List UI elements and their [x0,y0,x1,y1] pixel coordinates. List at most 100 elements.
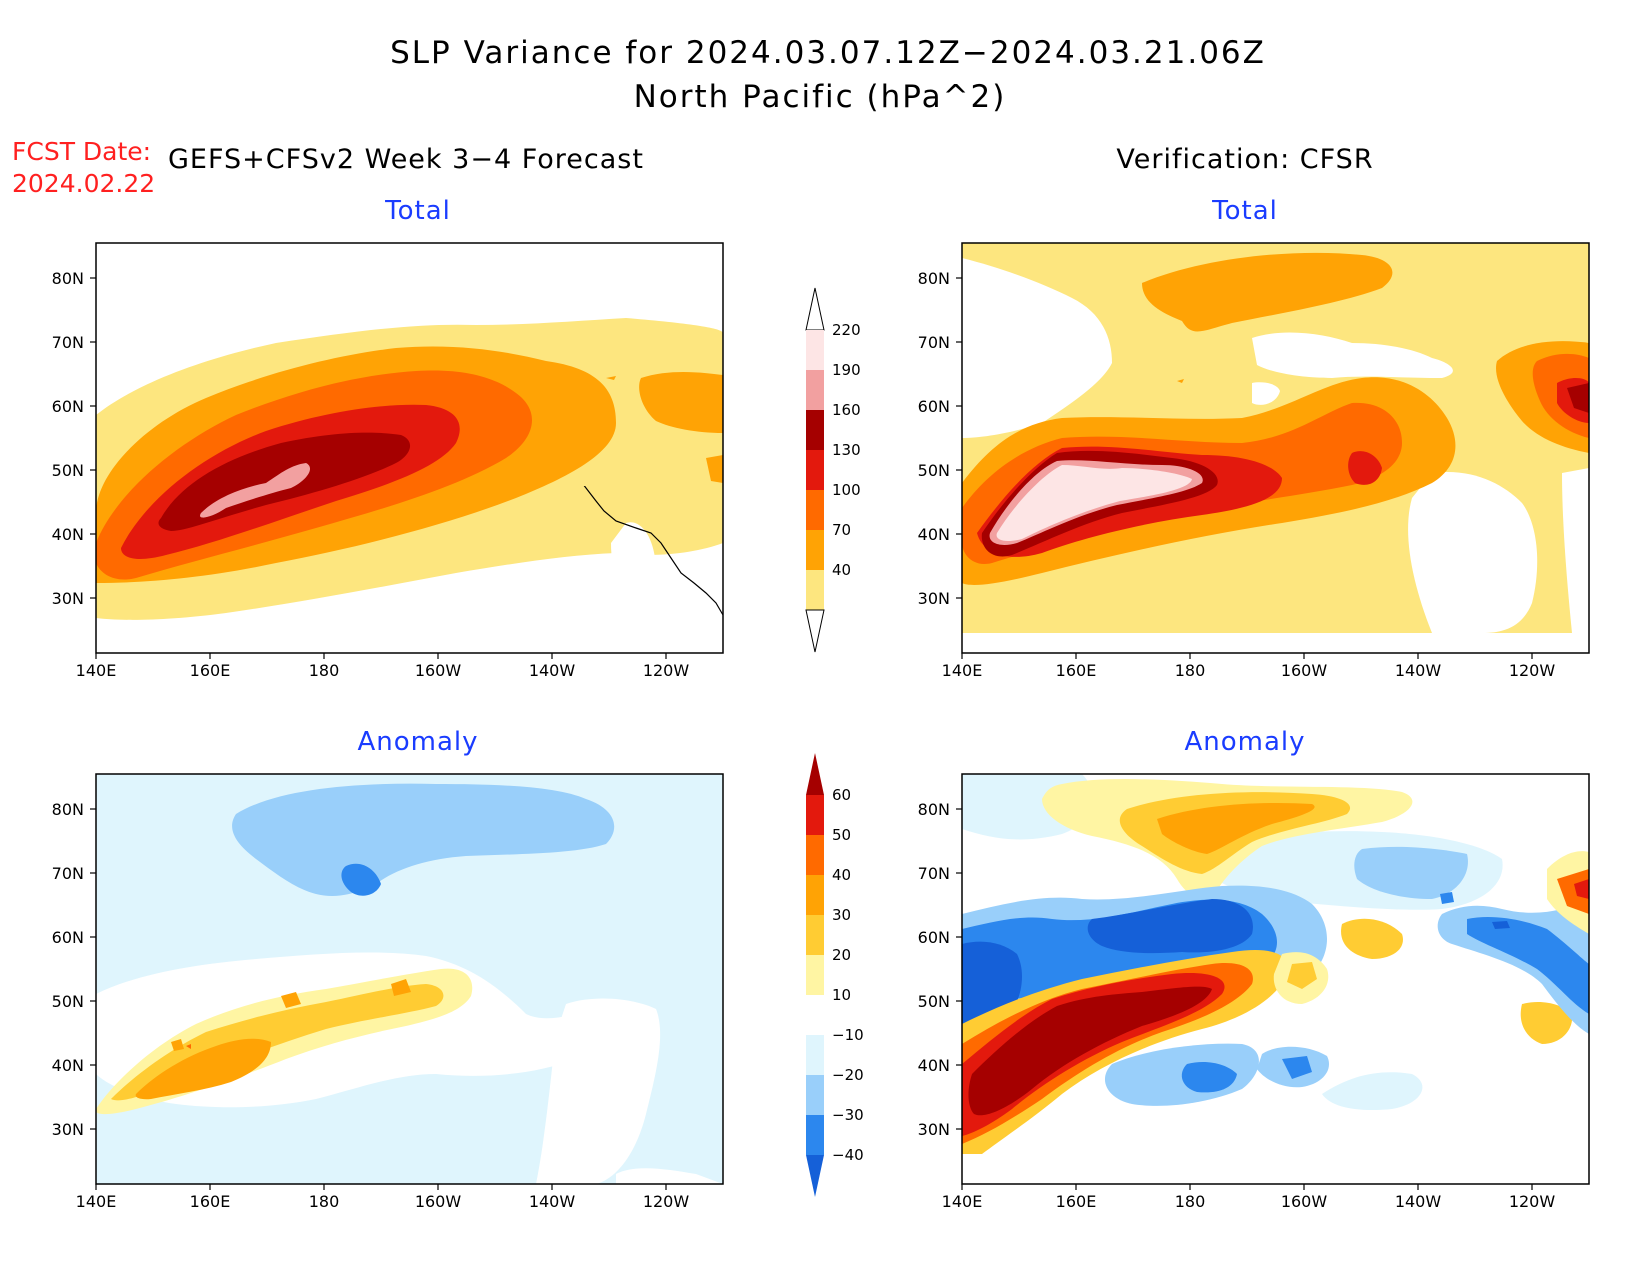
lat-tick-label: 80N [52,269,84,288]
panel-title-forecast-total: Total [384,196,451,226]
colorbar-anomaly-swatch [806,1115,824,1155]
lat-tick-label: 30N [918,589,950,608]
colorbar-anomaly-swatch [806,835,824,875]
figure-title-line1: SLP Variance for 2024.03.07.12Z−2024.03.… [390,35,1266,71]
lon-tick-label: 180 [1175,661,1206,680]
colorbar-anomaly: 60 50 40 30 20 10 −10 −20 −30 −40 [806,753,864,1197]
lat-tick-label: 50N [918,992,950,1011]
colorbar-total-label: 160 [832,401,861,419]
colorbar-anomaly-label: −20 [832,1066,864,1084]
map-frame [95,773,724,1185]
lat-tick-label: 50N [52,461,84,480]
colorbar-anomaly-label: 50 [832,826,851,844]
colorbar-total-swatch [806,530,824,570]
contour-fill-forecast-anomaly [96,774,723,1184]
lon-tick-label: 180 [1175,1192,1206,1211]
lon-tick-label: 160E [190,661,231,680]
lon-tick-label: 140W [529,661,576,680]
lon-tick-label: 140E [942,661,983,680]
lat-tick-label: 70N [52,333,84,352]
lon-tick-label: 120W [643,1192,690,1211]
lon-tick-label: 140E [76,661,117,680]
colorbar-total-swatch [806,330,824,370]
colorbar-anomaly-swatch [806,795,824,835]
lat-tick-label: 60N [52,928,84,947]
lat-tick-label: 70N [52,864,84,883]
colorbar-total-swatch [806,450,824,490]
colorbar-total-label: 100 [832,481,861,499]
lon-tick-label: 120W [1509,1192,1556,1211]
colorbar-anomaly-label: 60 [832,786,851,804]
colorbar-anomaly-label: −30 [832,1106,864,1124]
lat-tick-label: 50N [52,992,84,1011]
figure-title-line2: North Pacific (hPa^2) [634,79,1007,115]
contour-fill-verification-anomaly [962,774,1589,1154]
contour-fill-verification-total [962,243,1589,633]
lat-tick-label: 70N [918,333,950,352]
map-frame [961,773,1590,1185]
fcst-date-label: FCST Date: [12,137,151,166]
lat-tick-label: 60N [52,397,84,416]
lat-tick-label: 40N [52,525,84,544]
lon-tick-label: 140W [529,1192,576,1211]
colorbar-total-label: 130 [832,441,861,459]
lat-tick-label: 80N [918,269,950,288]
colorbar-total: 40 70 100 130 160 190 220 [805,287,861,653]
verification-column-header: Verification: CFSR [1116,144,1373,175]
colorbar-total-swatch [806,410,824,450]
lat-tick-label: 40N [918,1056,950,1075]
lon-tick-label: 160W [415,1192,462,1211]
panel-title-forecast-anomaly: Anomaly [357,727,478,757]
lon-tick-label: 160E [1056,661,1097,680]
panel-title-verification-anomaly: Anomaly [1184,727,1305,757]
colorbar-anomaly-label: 40 [832,866,851,884]
colorbar-anomaly-label: 10 [832,986,851,1004]
lat-tick-label: 40N [52,1056,84,1075]
colorbar-anomaly-swatch [806,915,824,955]
map-forecast-anomaly [95,773,724,1185]
lon-tick-label: 140W [1395,661,1442,680]
lon-tick-label: 160E [190,1192,231,1211]
lat-tick-label: 30N [52,589,84,608]
map-forecast-total [95,242,724,654]
lon-tick-label: 180 [309,1192,340,1211]
colorbar-anomaly-label: 20 [832,946,851,964]
colorbar-total-swatch [806,490,824,530]
lat-tick-label: 80N [918,800,950,819]
lon-tick-label: 160W [1281,661,1328,680]
map-frame [961,242,1590,654]
map-frame [95,242,724,654]
forecast-column-header: GEFS+CFSv2 Week 3−4 Forecast [168,144,644,175]
colorbar-total-swatch [806,570,824,610]
colorbar-anomaly-swatch [806,875,824,915]
axes-layer: 80N 70N 60N 50N 40N 30N 140E 160E 180 160W 140W 120… [52,269,1556,1211]
lon-tick-label: 160E [1056,1192,1097,1211]
colorbar-total-label: 40 [832,561,851,579]
lat-tick-label: 30N [918,1120,950,1139]
colorbar-total-top-end [805,287,825,331]
colorbar-anomaly-label: −10 [832,1026,864,1044]
colorbar-total-label: 190 [832,361,861,379]
lon-tick-label: 140E [76,1192,117,1211]
lat-tick-label: 30N [52,1120,84,1139]
colorbar-total-swatch [806,370,824,410]
colorbar-total-label: 220 [832,321,861,339]
colorbar-anomaly-swatch [806,1035,824,1075]
lon-tick-label: 120W [643,661,690,680]
colorbar-total-bottom-end [805,609,825,653]
map-verification-anomaly [961,773,1590,1185]
colorbar-anomaly-swatch [806,955,824,995]
colorbar-anomaly-swatch [806,1075,824,1115]
lon-tick-label: 140W [1395,1192,1442,1211]
lat-tick-label: 60N [918,397,950,416]
colorbar-anomaly-swatch [806,995,824,1035]
lat-tick-label: 60N [918,928,950,947]
contour-fill-forecast-total [96,318,723,633]
lat-tick-label: 70N [918,864,950,883]
colorbar-anomaly-label: 30 [832,906,851,924]
lat-tick-label: 40N [918,525,950,544]
fcst-date-value: 2024.02.22 [12,169,155,198]
lon-tick-label: 160W [1281,1192,1328,1211]
lon-tick-label: 180 [309,661,340,680]
